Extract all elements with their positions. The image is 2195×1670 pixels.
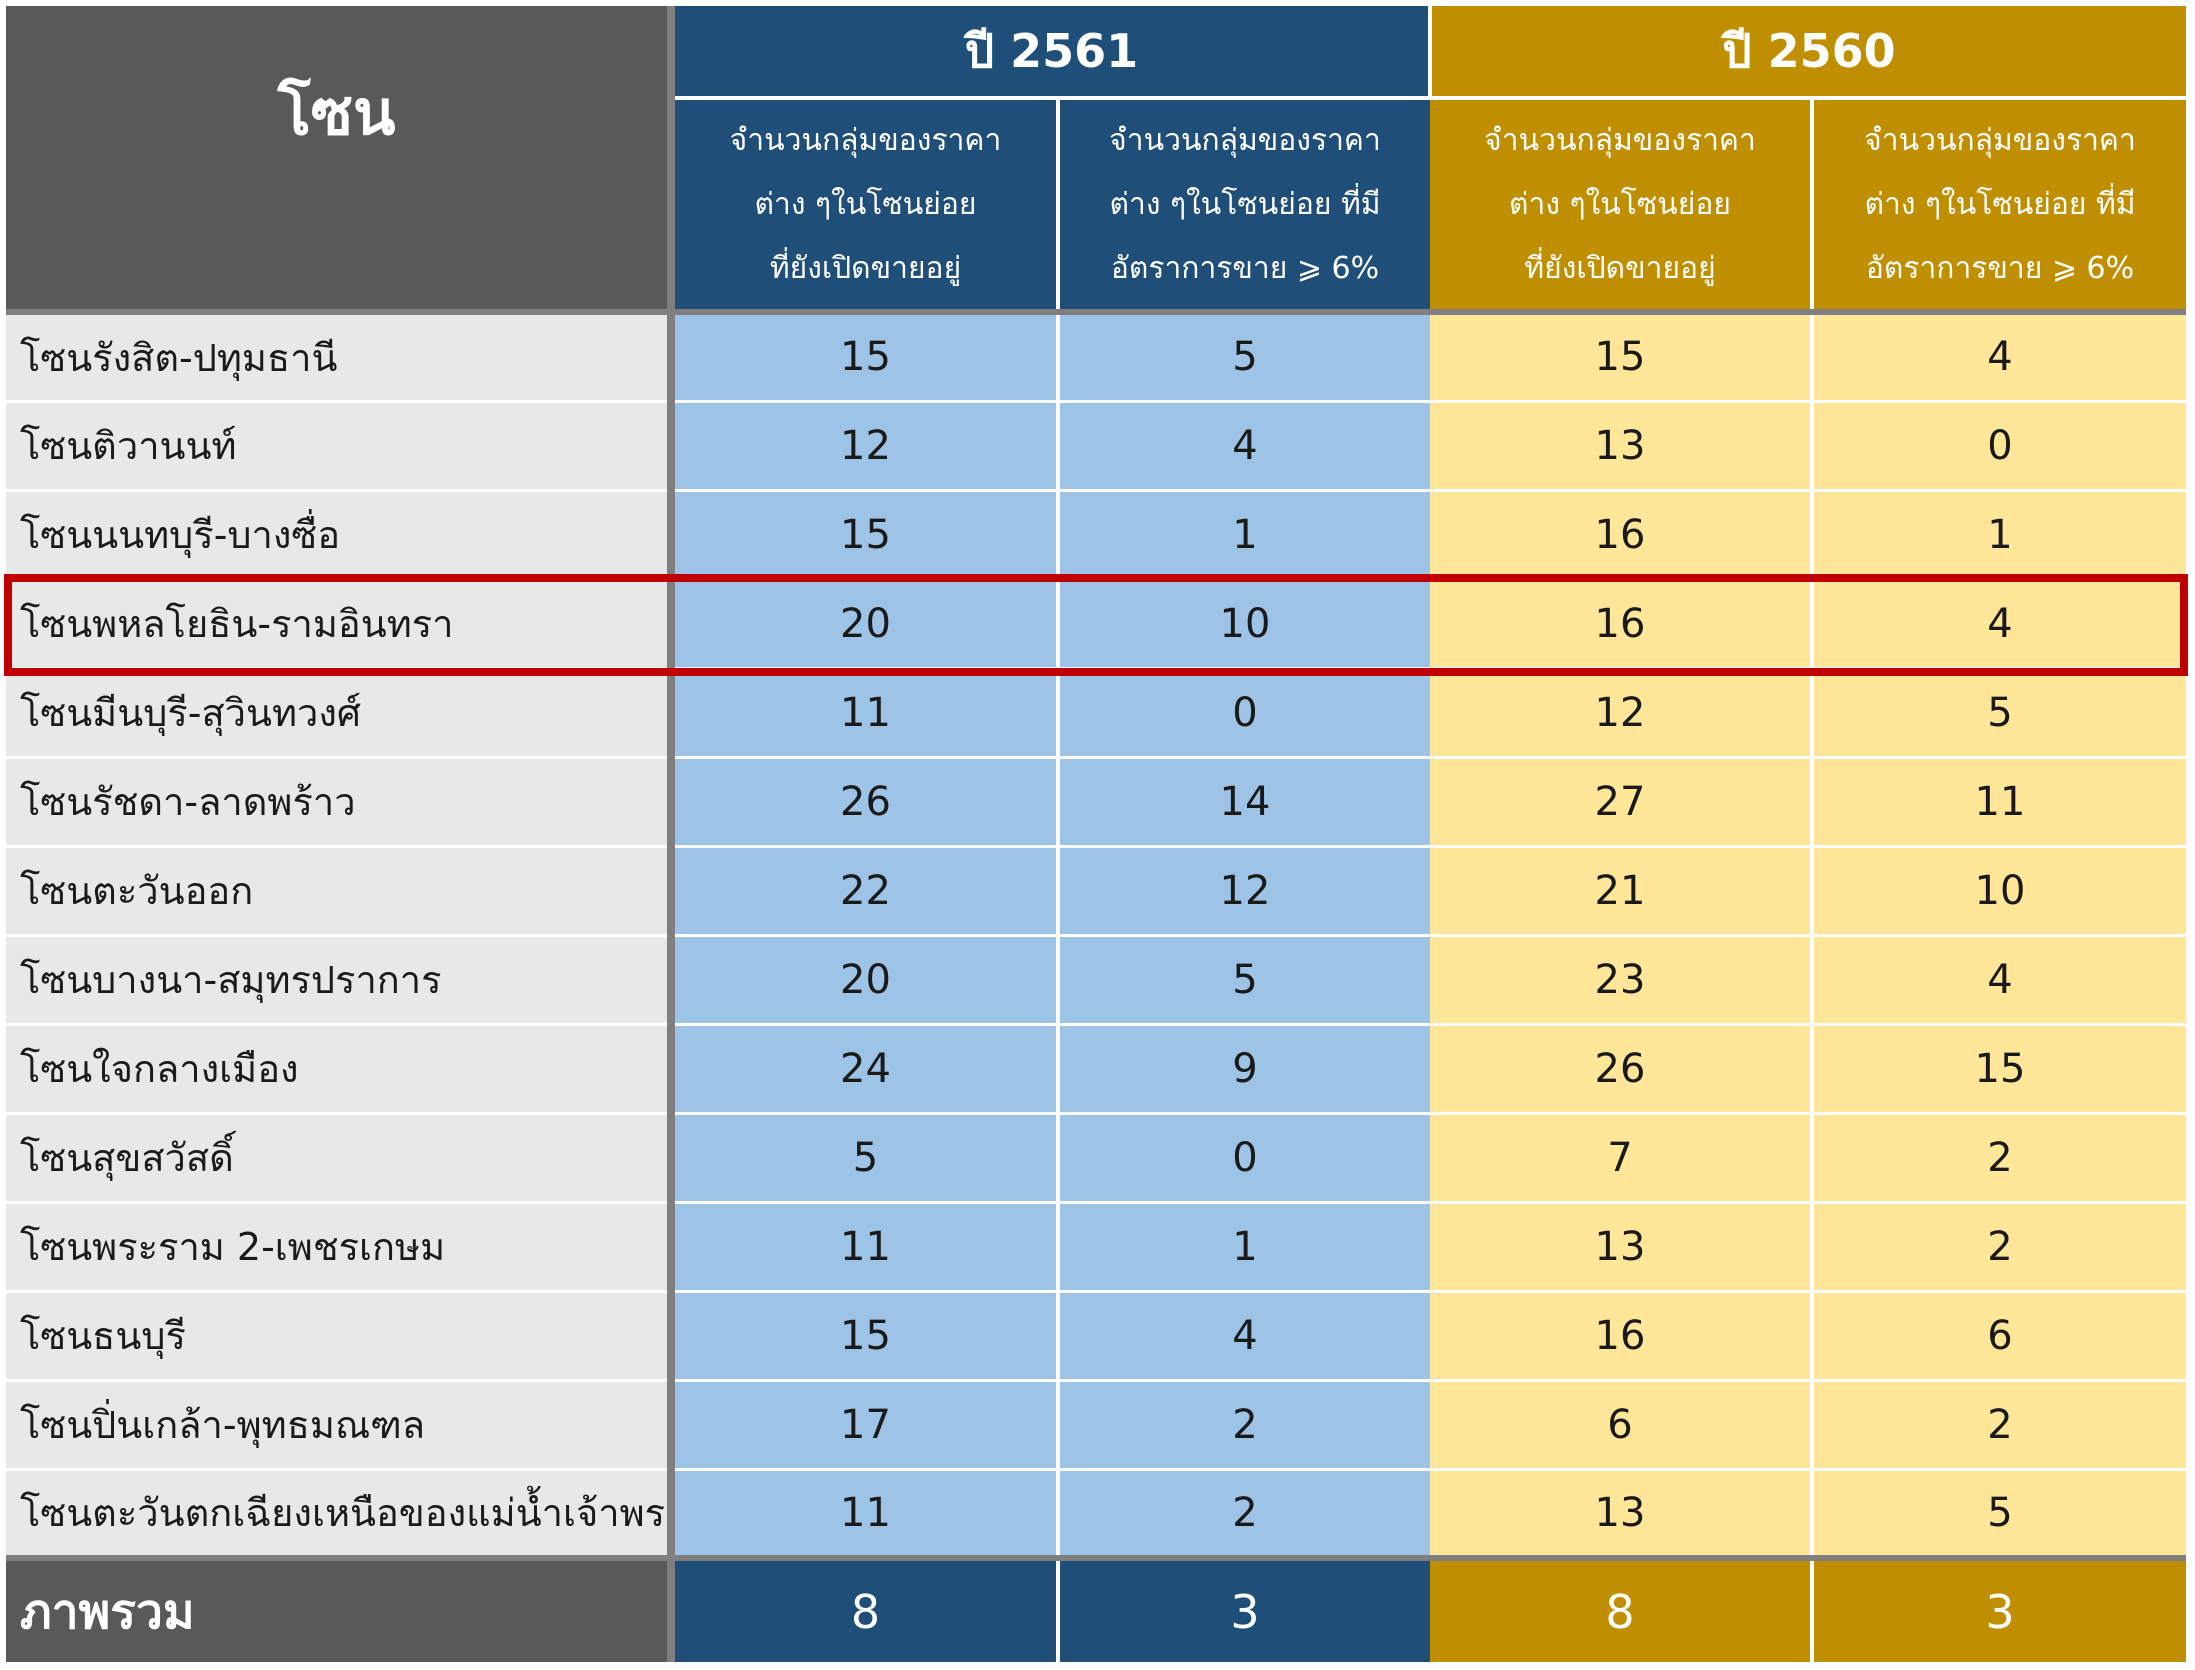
value-2561-sales: 4 [1058, 401, 1430, 492]
table-row: โซนรัชดา-ลาดพร้าว 26 14 27 11 [6, 757, 2186, 848]
value-2561-sales: 0 [1058, 1113, 1430, 1204]
table-row: โซนตะวันตกเฉียงเหนือของแม่น้ำเจ้าพระยา 1… [6, 1469, 2186, 1560]
value-2561-sales: 5 [1058, 312, 1430, 403]
zone-name: โซนนนทบุรี-บางซื่อ [6, 490, 675, 581]
value-2560-open: 21 [1430, 846, 1814, 937]
zone-name: โซนพระราม 2-เพชรเกษม [6, 1202, 675, 1293]
table-row: โซนนนทบุรี-บางซื่อ 15 1 16 1 [6, 490, 2186, 581]
value-2561-open: 24 [671, 1024, 1060, 1115]
value-2561-open: 11 [671, 668, 1060, 759]
total-2561-open: 8 [671, 1555, 1060, 1662]
value-2560-sales: 5 [1812, 1469, 2186, 1560]
year-2560-header: ปี 2560 [1430, 6, 2186, 100]
total-2560-open: 8 [1430, 1555, 1814, 1662]
table-row-highlighted: โซนพหลโยธิน-รามอินทรา 20 10 16 4 [6, 579, 2186, 670]
value-2560-sales: 1 [1812, 490, 2186, 581]
value-2561-sales: 2 [1058, 1380, 1430, 1471]
total-2561-sales: 3 [1058, 1555, 1430, 1662]
value-2560-sales: 4 [1812, 579, 2186, 670]
value-2561-open: 20 [671, 579, 1060, 670]
value-2560-open: 16 [1430, 1291, 1814, 1382]
zone-name: โซนติวานนท์ [6, 401, 675, 492]
zone-comparison-table: โซน ปี 2561 ปี 2560 จำนวนกลุ่มของราคา ต่… [6, 6, 2186, 1662]
zone-name: โซนรัชดา-ลาดพร้าว [6, 757, 675, 848]
value-2561-open: 11 [671, 1469, 1060, 1560]
header-2561-sales-rate-groups: จำนวนกลุ่มของราคา ต่าง ๆในโซนย่อย ที่มี … [1058, 98, 1430, 315]
value-2561-sales: 14 [1058, 757, 1430, 848]
value-2560-sales: 11 [1812, 757, 2186, 848]
value-2561-sales: 5 [1058, 935, 1430, 1026]
zone-name: โซนธนบุรี [6, 1291, 675, 1382]
value-2560-open: 15 [1430, 312, 1814, 403]
header-2560-sales-rate-groups: จำนวนกลุ่มของราคา ต่าง ๆในโซนย่อย ที่มี … [1812, 98, 2186, 315]
value-2561-sales: 2 [1058, 1469, 1430, 1560]
zone-name: โซนพหลโยธิน-รามอินทรา [6, 579, 675, 670]
table-row: โซนธนบุรี 15 4 16 6 [6, 1291, 2186, 1382]
value-2560-sales: 4 [1812, 935, 2186, 1026]
value-2560-open: 27 [1430, 757, 1814, 848]
header-2561-open-groups: จำนวนกลุ่มของราคา ต่าง ๆในโซนย่อย ที่ยัง… [671, 98, 1060, 315]
value-2560-open: 7 [1430, 1113, 1814, 1204]
value-2560-sales: 6 [1812, 1291, 2186, 1382]
table-row: โซนสุขสวัสดิ์ 5 0 7 2 [6, 1113, 2186, 1204]
value-2561-open: 20 [671, 935, 1060, 1026]
value-2561-open: 26 [671, 757, 1060, 848]
value-2561-open: 15 [671, 312, 1060, 403]
value-2560-sales: 2 [1812, 1202, 2186, 1293]
table-row: โซนตะวันออก 22 12 21 10 [6, 846, 2186, 937]
value-2561-sales: 4 [1058, 1291, 1430, 1382]
value-2561-open: 11 [671, 1202, 1060, 1293]
value-2560-open: 6 [1430, 1380, 1814, 1471]
total-label: ภาพรวม [6, 1555, 675, 1662]
zone-name: โซนตะวันออก [6, 846, 675, 937]
value-2560-sales: 4 [1812, 312, 2186, 403]
zone-name: โซนตะวันตกเฉียงเหนือของแม่น้ำเจ้าพระยา [6, 1469, 675, 1560]
total-row: ภาพรวม 8 3 8 3 [6, 1555, 2186, 1662]
zone-name: โซนมีนบุรี-สุวินทวงศ์ [6, 668, 675, 759]
value-2560-sales: 0 [1812, 401, 2186, 492]
value-2561-sales: 1 [1058, 1202, 1430, 1293]
value-2561-sales: 12 [1058, 846, 1430, 937]
value-2560-open: 26 [1430, 1024, 1814, 1115]
zone-name: โซนรังสิต-ปทุมธานี [6, 312, 675, 403]
value-2561-open: 22 [671, 846, 1060, 937]
value-2561-open: 15 [671, 490, 1060, 581]
zone-name: โซนใจกลางเมือง [6, 1024, 675, 1115]
total-2560-sales: 3 [1812, 1555, 2186, 1662]
zone-name: โซนบางนา-สมุทรปราการ [6, 935, 675, 1026]
value-2561-open: 15 [671, 1291, 1060, 1382]
table-row: โซนรังสิต-ปทุมธานี 15 5 15 4 [6, 312, 2186, 403]
value-2560-open: 12 [1430, 668, 1814, 759]
value-2561-sales: 1 [1058, 490, 1430, 581]
table-row: โซนพระราม 2-เพชรเกษม 11 1 13 2 [6, 1202, 2186, 1293]
zone-name: โซนสุขสวัสดิ์ [6, 1113, 675, 1204]
value-2560-sales: 10 [1812, 846, 2186, 937]
value-2560-open: 16 [1430, 579, 1814, 670]
table-row: โซนปิ่นเกล้า-พุทธมณฑล 17 2 6 2 [6, 1380, 2186, 1471]
zone-column-header: โซน [6, 6, 675, 315]
value-2561-open: 12 [671, 401, 1060, 492]
value-2561-open: 17 [671, 1380, 1060, 1471]
value-2560-open: 13 [1430, 1202, 1814, 1293]
table-row: โซนใจกลางเมือง 24 9 26 15 [6, 1024, 2186, 1115]
value-2561-sales: 9 [1058, 1024, 1430, 1115]
value-2560-open: 23 [1430, 935, 1814, 1026]
header-2560-open-groups: จำนวนกลุ่มของราคา ต่าง ๆในโซนย่อย ที่ยัง… [1430, 98, 1814, 315]
table-row: โซนมีนบุรี-สุวินทวงศ์ 11 0 12 5 [6, 668, 2186, 759]
table-row: โซนบางนา-สมุทรปราการ 20 5 23 4 [6, 935, 2186, 1026]
table-row: โซนติวานนท์ 12 4 13 0 [6, 401, 2186, 492]
value-2561-sales: 10 [1058, 579, 1430, 670]
value-2560-open: 13 [1430, 1469, 1814, 1560]
value-2561-sales: 0 [1058, 668, 1430, 759]
zone-name: โซนปิ่นเกล้า-พุทธมณฑล [6, 1380, 675, 1471]
value-2560-open: 13 [1430, 401, 1814, 492]
value-2560-sales: 5 [1812, 668, 2186, 759]
year-2561-header: ปี 2561 [671, 6, 1432, 100]
value-2560-open: 16 [1430, 490, 1814, 581]
value-2560-sales: 15 [1812, 1024, 2186, 1115]
value-2561-open: 5 [671, 1113, 1060, 1204]
value-2560-sales: 2 [1812, 1380, 2186, 1471]
value-2560-sales: 2 [1812, 1113, 2186, 1204]
